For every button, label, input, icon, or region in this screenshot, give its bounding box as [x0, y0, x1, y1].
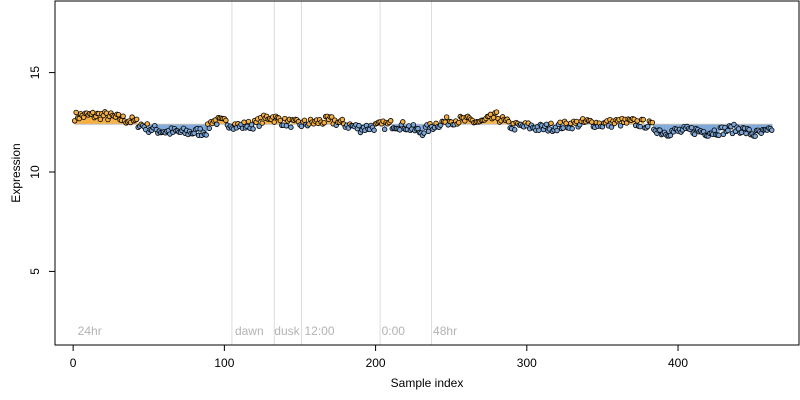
plot-frame	[54, 0, 800, 346]
data-point	[206, 125, 212, 131]
data-point	[223, 117, 229, 124]
data-point	[691, 131, 698, 138]
data-point	[97, 116, 104, 123]
phase-annotations: 24hr dawn dusk 12:00 0:00 48hr	[78, 324, 457, 338]
phase-label: 0:00	[382, 324, 406, 338]
data-point	[397, 127, 403, 133]
x-tick-label: 300	[517, 356, 537, 370]
data-point	[259, 120, 265, 126]
data-point	[321, 120, 327, 126]
data-point	[298, 123, 305, 130]
phase-label: 12:00	[305, 324, 335, 338]
divider-lines	[231, 1, 433, 345]
data-point	[688, 124, 695, 131]
data-point	[554, 127, 560, 134]
data-point	[608, 124, 615, 130]
data-point	[90, 109, 96, 116]
data-point	[667, 132, 674, 139]
x-tick-label: 0	[70, 356, 77, 370]
data-point	[560, 125, 566, 131]
data-point	[640, 116, 646, 123]
data-point	[589, 119, 595, 125]
data-point	[120, 113, 126, 119]
data-point	[637, 123, 643, 130]
data-point	[283, 123, 290, 129]
data-point	[563, 120, 569, 126]
data-point	[569, 125, 575, 132]
data-point	[356, 122, 362, 129]
phase-label: 24hr	[78, 324, 102, 338]
data-point	[617, 123, 624, 129]
data-point	[769, 127, 775, 133]
data-point	[505, 119, 512, 125]
x-axis-title: Sample index	[391, 376, 464, 390]
data-point	[738, 129, 745, 136]
data-point	[133, 116, 140, 123]
y-tick-label: 5	[28, 268, 42, 275]
data-point	[388, 118, 394, 124]
data-point	[288, 124, 294, 130]
data-point	[649, 119, 656, 126]
data-point	[425, 128, 432, 135]
data-point	[400, 119, 406, 125]
data-point	[746, 126, 752, 133]
data-point	[250, 126, 256, 132]
phase-label: dawn	[235, 324, 264, 338]
data-point	[557, 119, 563, 126]
data-point	[203, 132, 209, 138]
data-point	[329, 114, 335, 120]
data-point	[245, 118, 252, 125]
data-point	[548, 120, 554, 127]
x-tick-label: 200	[366, 356, 386, 370]
axes: 0 100 200 300 400 5 10 15	[28, 66, 688, 370]
data-point	[443, 114, 450, 120]
data-points	[71, 109, 775, 139]
data-point	[536, 127, 542, 133]
data-point	[421, 130, 427, 136]
data-point	[456, 119, 462, 126]
data-point	[339, 116, 346, 123]
data-point	[73, 109, 79, 116]
data-point	[493, 109, 500, 115]
data-point	[271, 119, 277, 125]
x-tick-label: 400	[668, 356, 688, 370]
phase-label: dusk	[274, 324, 300, 338]
data-point	[197, 126, 203, 132]
data-point	[543, 121, 550, 127]
data-point	[634, 118, 640, 124]
data-point	[410, 122, 417, 128]
y-axis-title: Expression	[9, 143, 23, 202]
data-point	[371, 127, 377, 133]
data-point	[716, 132, 722, 139]
y-tick-label: 15	[28, 66, 42, 80]
data-point	[725, 127, 731, 134]
data-point	[490, 114, 497, 121]
data-point	[711, 127, 718, 133]
y-tick-label: 10	[28, 165, 42, 179]
data-point	[144, 121, 150, 127]
data-point	[277, 117, 284, 124]
data-point	[752, 133, 758, 139]
data-point	[381, 126, 388, 133]
data-point	[645, 123, 651, 130]
data-point	[115, 111, 122, 118]
data-point	[241, 119, 247, 125]
data-point	[512, 127, 518, 133]
x-tick-label: 100	[214, 356, 234, 370]
phase-label: 48hr	[433, 324, 457, 338]
data-point	[214, 121, 220, 127]
